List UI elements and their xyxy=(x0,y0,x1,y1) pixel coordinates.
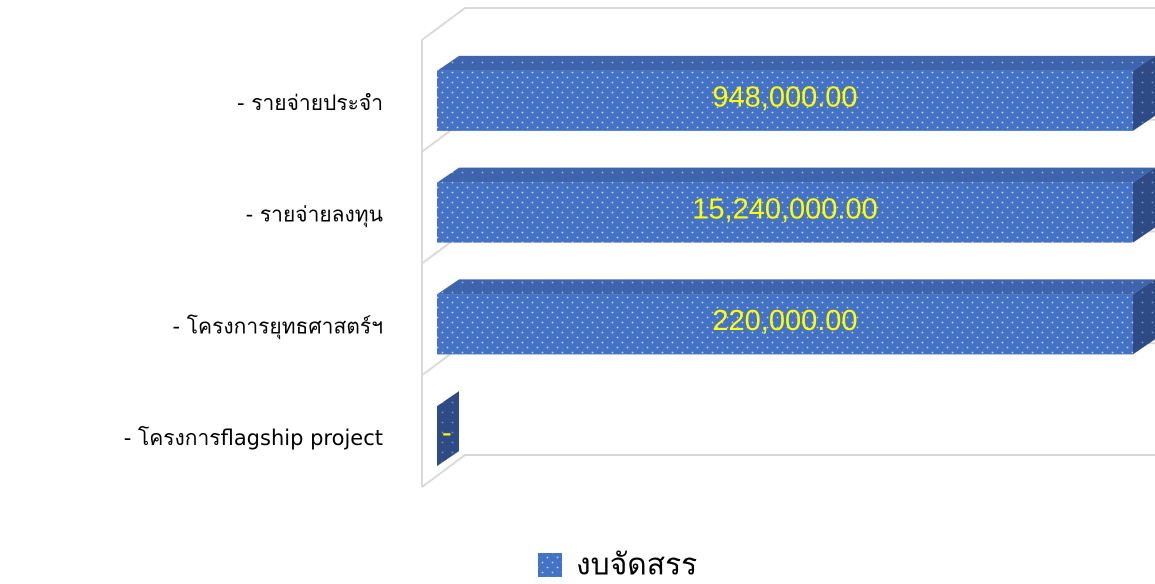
bar xyxy=(437,391,459,467)
bar-front xyxy=(437,70,1133,131)
bar-side xyxy=(1133,167,1155,243)
grid-line xyxy=(421,454,1155,488)
legend-label: งบจัดสรร xyxy=(576,548,697,583)
bar-side xyxy=(437,391,459,467)
bar xyxy=(437,279,1155,355)
bar-top xyxy=(437,279,1155,295)
bar-side xyxy=(1133,279,1155,355)
bar xyxy=(437,167,1155,243)
bar-side xyxy=(1133,55,1155,131)
bar-front xyxy=(437,294,1133,355)
category-label: - โครงการflagship project xyxy=(124,426,383,450)
value-label: 220,000.00 xyxy=(712,305,857,337)
value-label: - xyxy=(442,417,452,449)
category-label: - โครงการยุทธศาสตร์ฯ xyxy=(172,314,383,339)
bar-front xyxy=(437,182,1133,243)
value-label: 15,240,000.00 xyxy=(692,193,877,225)
legend-swatch xyxy=(538,553,562,577)
bar xyxy=(437,55,1155,131)
bar-top xyxy=(437,167,1155,183)
category-label: - รายจ่ายประจำ xyxy=(237,91,383,115)
category-label: - รายจ่ายลงทุน xyxy=(246,203,383,228)
bar-top xyxy=(437,55,1155,71)
value-label: 948,000.00 xyxy=(712,82,857,114)
